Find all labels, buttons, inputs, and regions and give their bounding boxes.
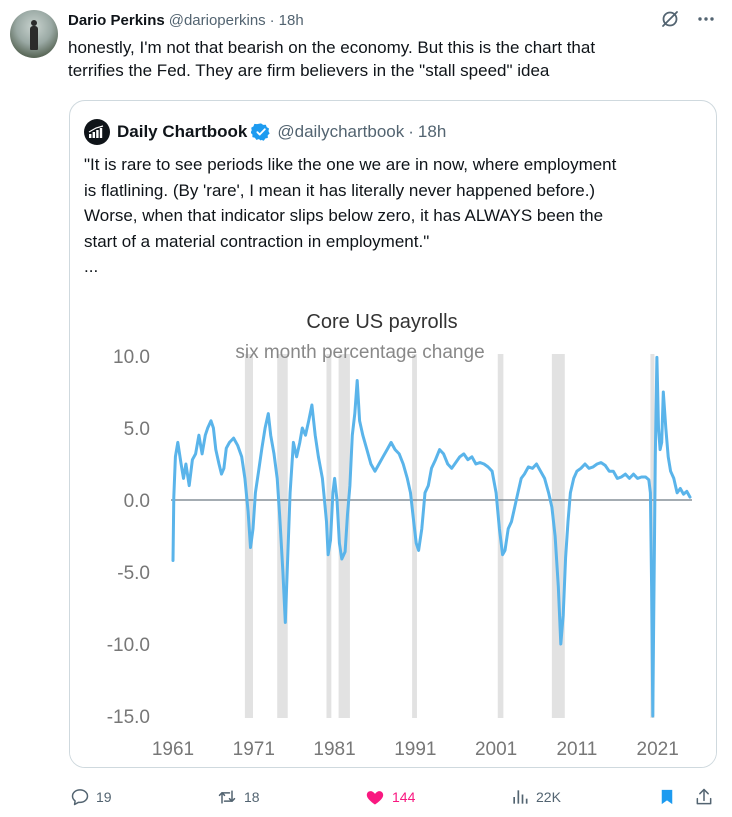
dailychartbook-logo — [84, 119, 110, 145]
avatar-figure — [30, 20, 38, 50]
reply-count: 19 — [96, 789, 112, 805]
x-tick-label: 2021 — [637, 739, 679, 760]
tweet-time[interactable]: 18h — [278, 11, 304, 29]
more-options-icon[interactable] — [696, 9, 716, 29]
quoted-text-line: Worse, when that indicator slips below z… — [84, 206, 604, 225]
tweet-text-line: terrifies the Fed. They are firm believe… — [68, 61, 550, 80]
grok-icon[interactable] — [660, 9, 680, 29]
author-name[interactable]: Dario Perkins — [68, 11, 165, 29]
x-tick-label: 1971 — [233, 739, 275, 760]
chart-subtitle: six month percentage change — [235, 342, 484, 363]
quoted-text-line: start of a material contraction in emplo… — [84, 231, 430, 251]
bookmark-icon — [661, 789, 673, 805]
quoted-text-line: is flatlining. (By 'rare', I mean it has… — [84, 180, 596, 200]
x-axis-ticks: 1961 1971 1981 1991 2001 2011 2021 — [152, 739, 679, 760]
quoted-tweet-header: Daily Chartbook @dailychartbook · 18h — [84, 119, 446, 145]
tweet-header: Dario Perkins @darioperkins · 18h — [68, 10, 304, 30]
tweet-actions: 19 18 144 22K — [70, 784, 718, 810]
recession-band — [277, 354, 288, 718]
recession-band — [338, 354, 350, 718]
bookmark-button[interactable] — [658, 784, 682, 810]
retweet-button[interactable]: 18 — [216, 784, 260, 810]
y-tick-label: -15.0 — [107, 707, 150, 728]
views-button[interactable]: 22K — [510, 784, 561, 810]
heart-icon — [366, 791, 384, 805]
like-button[interactable]: 144 — [364, 784, 415, 810]
separator-dot: · — [269, 11, 275, 29]
y-tick-label: 0.0 — [124, 491, 150, 512]
x-tick-label: 2001 — [475, 739, 517, 760]
y-tick-label: -5.0 — [117, 563, 150, 584]
recession-band — [326, 354, 332, 718]
quoted-text-ellipsis: ... — [84, 257, 99, 276]
y-tick-label: 5.0 — [124, 419, 150, 440]
share-icon — [696, 788, 712, 805]
y-tick-label: -10.0 — [107, 635, 150, 656]
y-tick-label: 10.0 — [113, 347, 150, 368]
views-count: 22K — [536, 789, 561, 805]
x-tick-label: 1981 — [313, 739, 355, 760]
chart-title: Core US payrolls — [306, 311, 457, 333]
share-button[interactable] — [694, 784, 720, 810]
chart-image[interactable]: 10.0 5.0 0.0 -5.0 -10.0 -15.0 1961 1971 1981 199… — [70, 297, 716, 767]
quoted-author-handle: @dailychartbook — [277, 122, 405, 141]
quoted-author-name: Daily Chartbook — [117, 122, 248, 141]
quoted-tweet-time: 18h — [417, 122, 447, 141]
x-tick-label: 1961 — [152, 739, 194, 760]
tweet-text-line: honestly, I'm not that bearish on the ec… — [68, 38, 596, 57]
core-payrolls-chart: 10.0 5.0 0.0 -5.0 -10.0 -15.0 1961 1971 1981 199… — [107, 311, 692, 760]
x-tick-label: 2011 — [556, 739, 597, 760]
retweet-count: 18 — [244, 789, 260, 805]
author-handle[interactable]: @darioperkins — [168, 11, 266, 29]
reply-button[interactable]: 19 — [70, 784, 112, 810]
quoted-separator-dot: · — [408, 122, 414, 141]
quoted-tweet-text: "It is rare to see periods like the one … — [84, 152, 709, 280]
tweet-text: honestly, I'm not that bearish on the ec… — [68, 36, 718, 82]
y-axis-ticks: 10.0 5.0 0.0 -5.0 -10.0 -15.0 — [107, 347, 150, 728]
verified-badge-icon — [247, 122, 271, 142]
retweet-icon — [218, 790, 236, 804]
author-avatar[interactable] — [10, 10, 58, 58]
payrolls-series-line — [171, 355, 692, 718]
reply-icon — [71, 789, 89, 806]
like-count: 144 — [392, 789, 416, 805]
quoted-tweet[interactable]: Daily Chartbook @dailychartbook · 18h "I… — [69, 100, 717, 768]
analytics-icon — [513, 790, 528, 804]
tweet-top-icons — [660, 9, 716, 29]
x-tick-label: 1991 — [394, 739, 436, 760]
recession-bands — [244, 354, 655, 718]
quoted-text-line: "It is rare to see periods like the one … — [84, 155, 617, 174]
